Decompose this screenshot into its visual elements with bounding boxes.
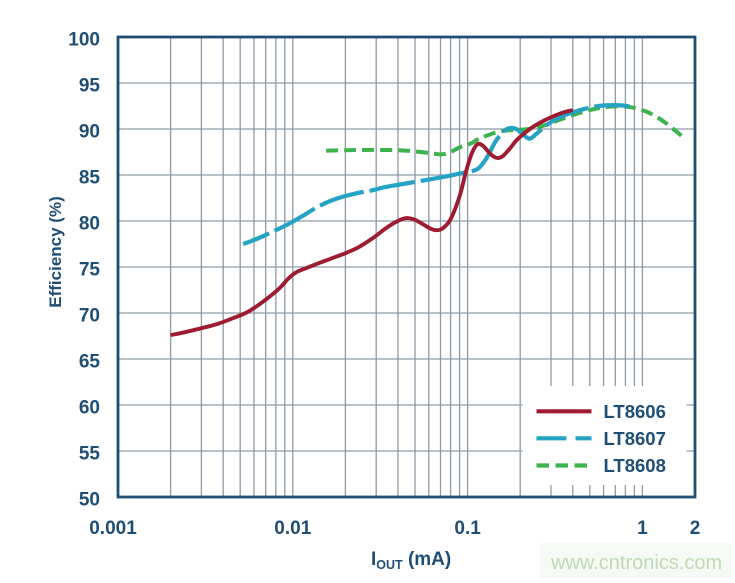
svg-text:LT8607: LT8607 <box>604 428 666 449</box>
svg-text:80: 80 <box>79 214 100 235</box>
svg-text:60: 60 <box>79 398 100 419</box>
svg-text:1: 1 <box>637 518 648 539</box>
svg-text:LT8606: LT8606 <box>604 401 666 422</box>
svg-text:50: 50 <box>79 490 100 511</box>
svg-text:www.cntronics.com: www.cntronics.com <box>550 552 722 574</box>
svg-text:85: 85 <box>79 168 101 189</box>
svg-text:Efficiency (%): Efficiency (%) <box>46 196 65 307</box>
svg-text:0.01: 0.01 <box>274 518 311 539</box>
svg-text:95: 95 <box>79 76 101 97</box>
svg-text:55: 55 <box>79 444 101 465</box>
svg-text:70: 70 <box>79 306 100 327</box>
svg-text:90: 90 <box>79 122 100 143</box>
svg-text:65: 65 <box>79 352 101 373</box>
svg-text:LT8608: LT8608 <box>604 455 666 476</box>
svg-text:0.1: 0.1 <box>454 518 481 539</box>
svg-text:100: 100 <box>68 30 100 51</box>
svg-text:2: 2 <box>690 518 701 539</box>
svg-text:75: 75 <box>79 260 101 281</box>
svg-text:0.001: 0.001 <box>89 518 137 539</box>
